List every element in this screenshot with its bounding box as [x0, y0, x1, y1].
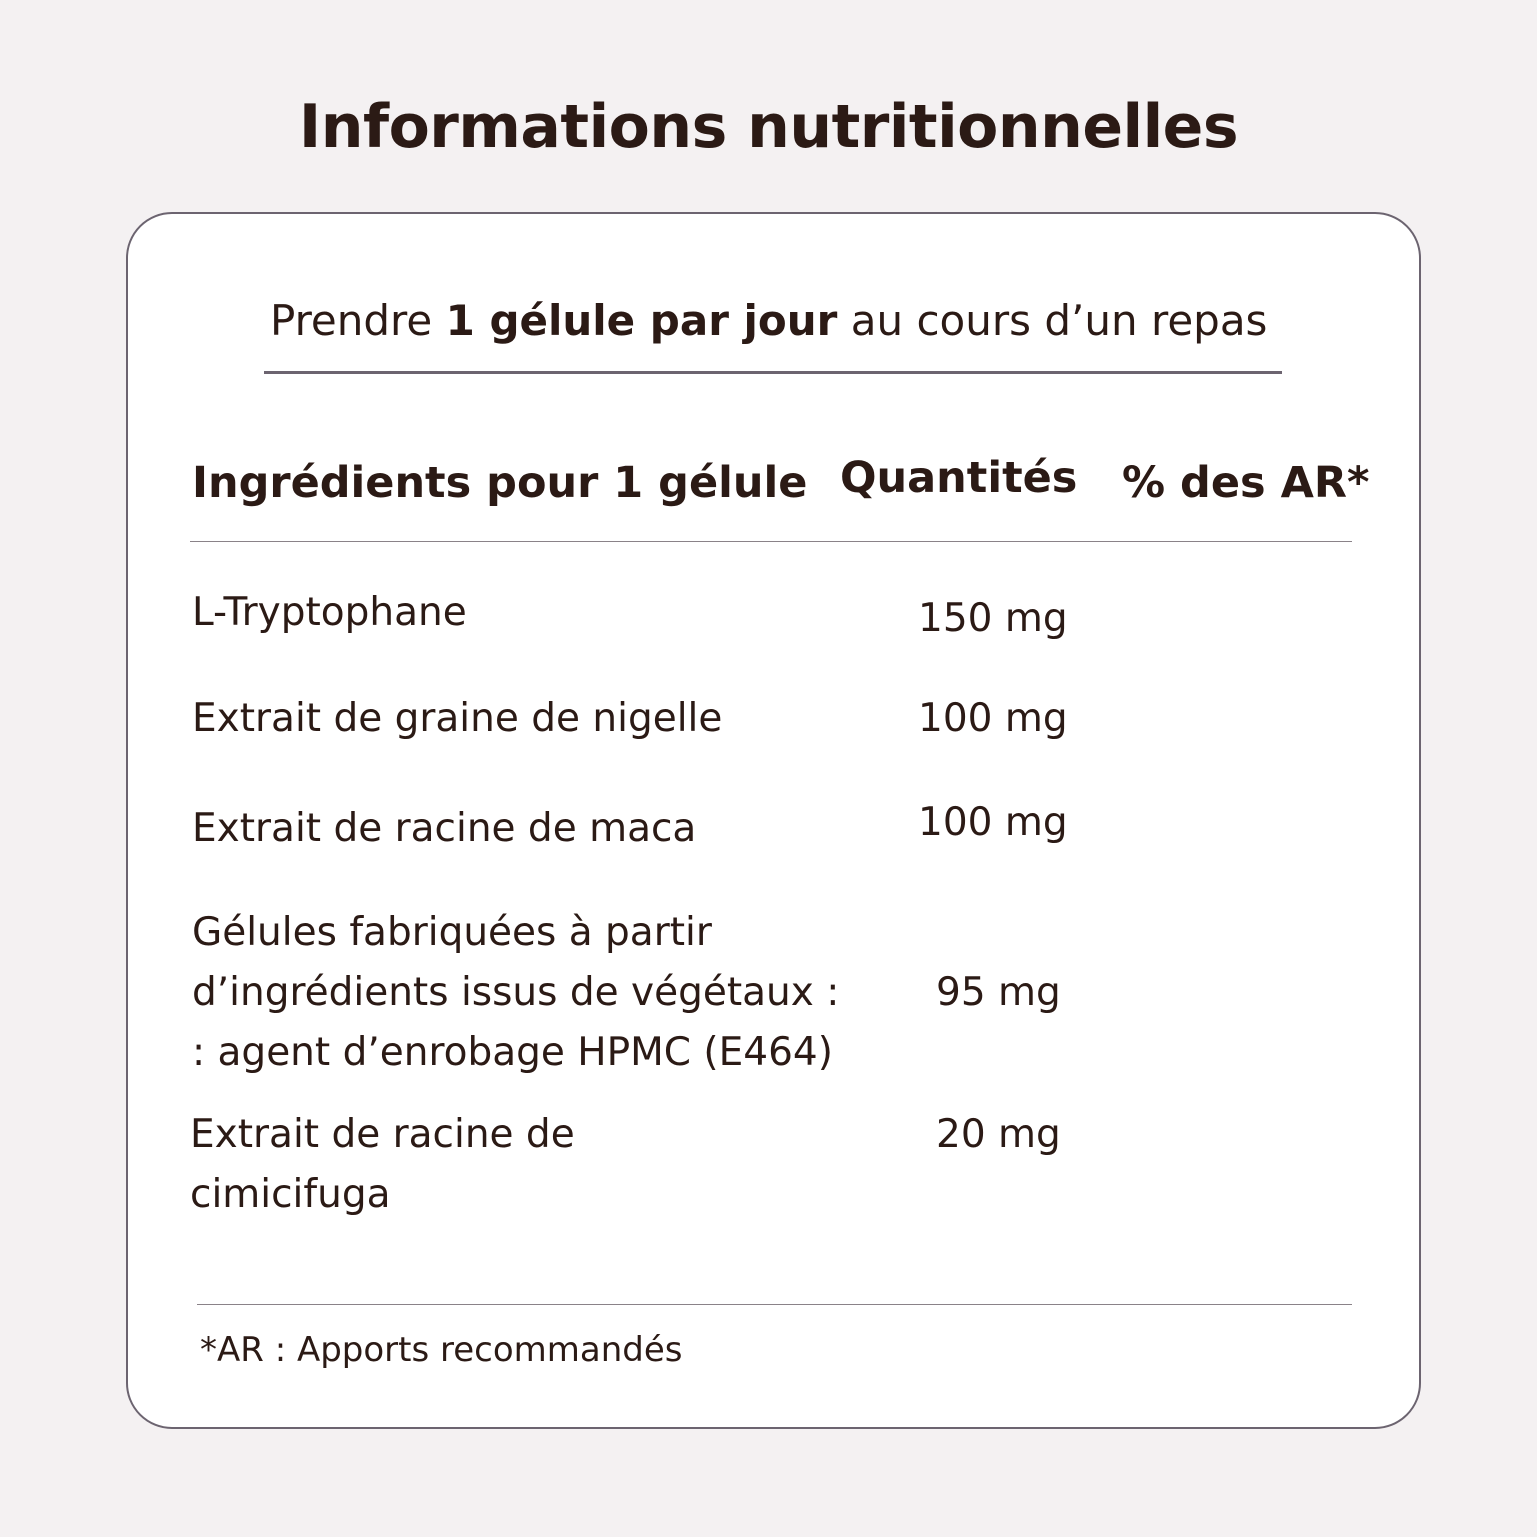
ingredient-name: Extrait de graine de nigelle	[192, 696, 723, 741]
dosage-emphasis: 1 gélule par jour	[445, 296, 838, 345]
footer-divider	[197, 1304, 1352, 1305]
dosage-divider	[264, 371, 1282, 374]
ingredient-name-line: d’ingrédients issus de végétaux :	[192, 970, 840, 1015]
ingredient-name-line: cimicifuga	[190, 1172, 391, 1217]
ingredient-name-line: Gélules fabriquées à partir	[192, 910, 712, 955]
dosage-instruction: Prendre 1 gélule par jour au cours d’un …	[270, 296, 1267, 345]
dosage-prefix: Prendre	[270, 296, 446, 345]
page-title: Informations nutritionnelles	[298, 92, 1239, 162]
header-quantities: Quantités	[840, 453, 1078, 503]
dosage-suffix: au cours d’un repas	[837, 296, 1268, 345]
ingredient-quantity: 20 mg	[936, 1112, 1061, 1157]
ingredient-name-line: Extrait de racine de	[190, 1112, 575, 1157]
ingredient-quantity: 100 mg	[918, 800, 1068, 845]
header-ingredients: Ingrédients pour 1 gélule	[192, 458, 808, 508]
footnote: *AR : Apports recommandés	[200, 1330, 683, 1370]
ingredient-quantity: 100 mg	[918, 696, 1068, 741]
ingredient-quantity: 150 mg	[918, 596, 1068, 641]
header-ar-percent: % des AR*	[1122, 458, 1370, 508]
ingredient-quantity: 95 mg	[936, 970, 1061, 1015]
header-divider	[190, 541, 1352, 542]
nutrition-card	[126, 212, 1421, 1429]
ingredient-name: L-Tryptophane	[192, 590, 467, 635]
ingredient-name-line: : agent d’enrobage HPMC (E464)	[192, 1030, 833, 1075]
ingredient-name: Extrait de racine de maca	[192, 806, 697, 851]
